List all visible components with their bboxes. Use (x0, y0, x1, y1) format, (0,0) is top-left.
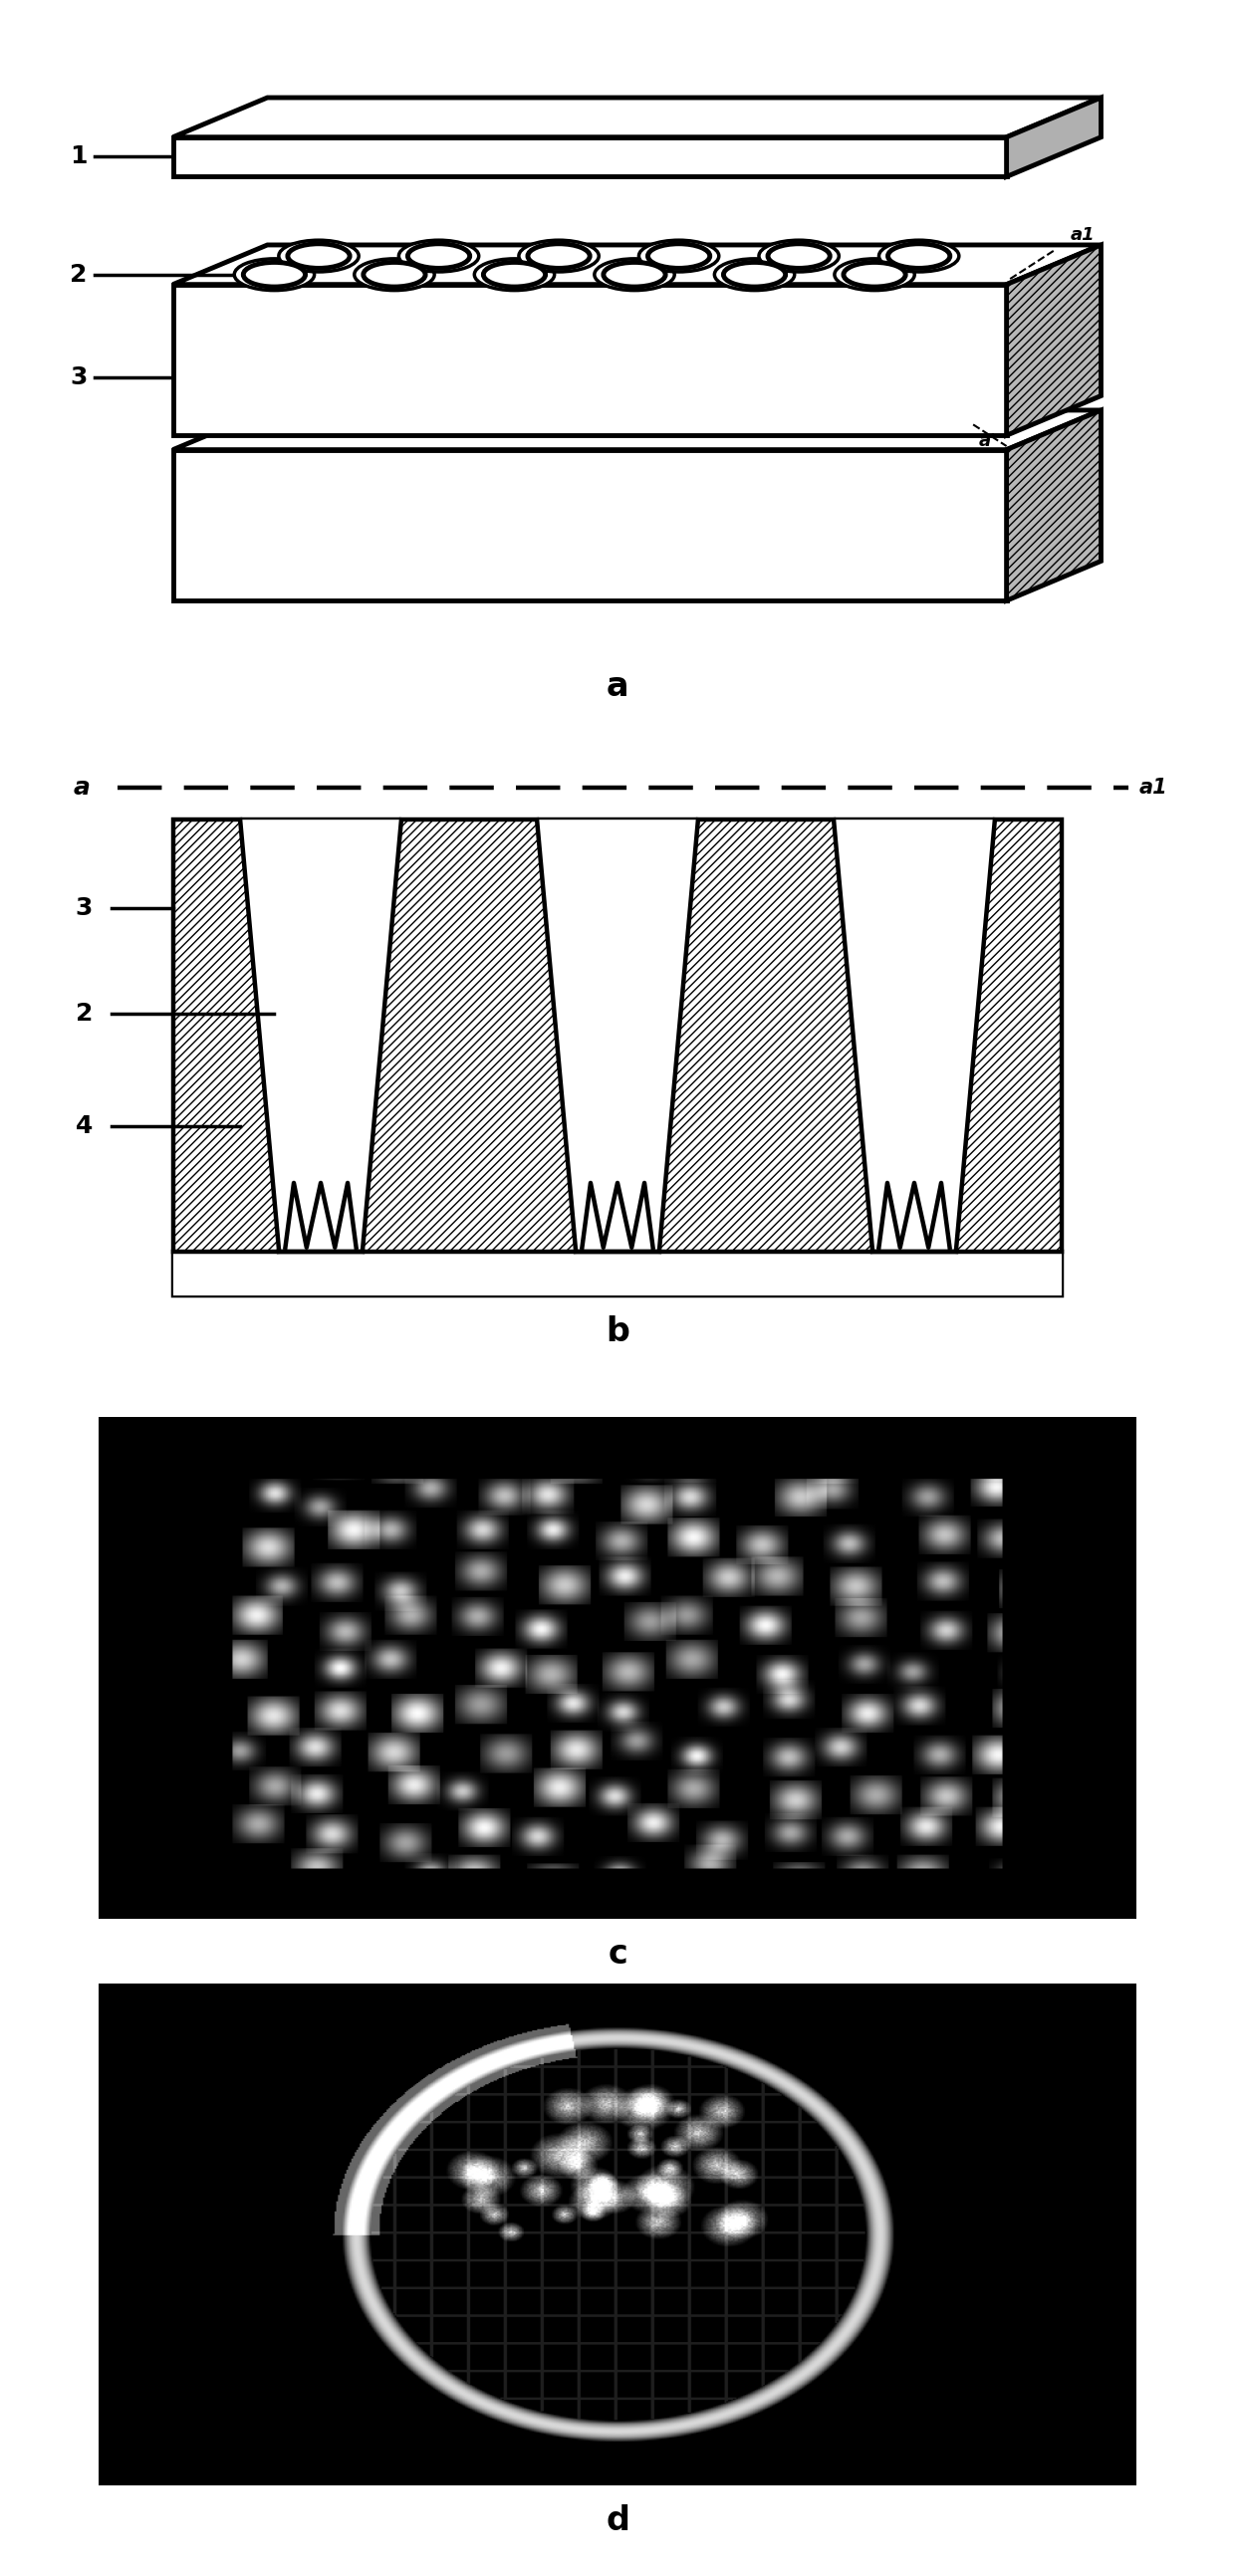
Ellipse shape (243, 263, 305, 286)
Ellipse shape (474, 258, 555, 291)
Text: 3: 3 (75, 896, 93, 920)
Ellipse shape (483, 263, 546, 286)
Polygon shape (173, 245, 1102, 283)
Ellipse shape (354, 258, 435, 291)
Text: 2: 2 (75, 1002, 93, 1025)
Ellipse shape (604, 263, 666, 286)
Ellipse shape (648, 245, 710, 268)
Ellipse shape (758, 240, 839, 273)
Ellipse shape (888, 245, 950, 268)
Text: d: d (605, 2504, 630, 2537)
Ellipse shape (235, 258, 315, 291)
Polygon shape (1007, 98, 1102, 178)
Text: 2: 2 (69, 263, 88, 286)
Polygon shape (173, 283, 1007, 435)
Polygon shape (240, 819, 401, 1252)
Polygon shape (834, 819, 995, 1252)
Polygon shape (537, 819, 698, 1252)
Text: 1: 1 (69, 144, 88, 167)
Text: a1: a1 (1071, 227, 1094, 245)
Text: a: a (606, 670, 629, 703)
Polygon shape (173, 410, 1102, 451)
Ellipse shape (279, 240, 358, 273)
Ellipse shape (288, 245, 350, 268)
Ellipse shape (594, 258, 674, 291)
Ellipse shape (715, 258, 794, 291)
Ellipse shape (519, 240, 599, 273)
Ellipse shape (408, 245, 469, 268)
Text: b: b (605, 1316, 630, 1347)
Text: 3: 3 (69, 366, 88, 389)
Ellipse shape (363, 263, 425, 286)
Polygon shape (173, 137, 1007, 178)
Polygon shape (1007, 245, 1102, 435)
Ellipse shape (638, 240, 719, 273)
Ellipse shape (768, 245, 830, 268)
Ellipse shape (724, 263, 785, 286)
Text: c: c (608, 1937, 627, 1971)
Ellipse shape (835, 258, 915, 291)
Polygon shape (173, 98, 1102, 137)
Text: a: a (73, 775, 90, 799)
Polygon shape (173, 1252, 1062, 1296)
Polygon shape (173, 451, 1007, 600)
Ellipse shape (844, 263, 905, 286)
Text: a1: a1 (1139, 778, 1167, 799)
Text: 4: 4 (75, 1115, 93, 1139)
Polygon shape (173, 819, 1062, 1296)
Polygon shape (1007, 410, 1102, 600)
Text: a': a' (978, 433, 997, 451)
Ellipse shape (527, 245, 590, 268)
Ellipse shape (399, 240, 479, 273)
Ellipse shape (879, 240, 958, 273)
